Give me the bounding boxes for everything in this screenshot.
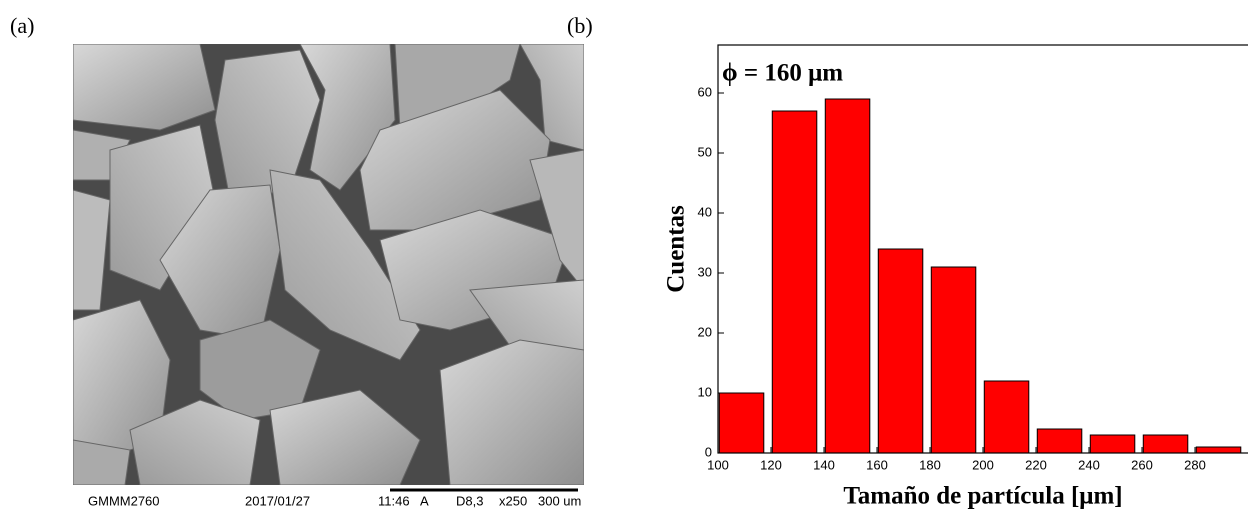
bar [1089, 434, 1136, 453]
x-tick-label: 240 [1078, 457, 1100, 472]
y-tick-label: 20 [698, 324, 712, 339]
panel-label: (a) [10, 13, 34, 38]
y-tick-label: 10 [698, 384, 712, 399]
bar [983, 380, 1030, 453]
y-tick-label: 30 [698, 264, 712, 279]
x-tick-label: 180 [919, 457, 941, 472]
caption-text: 300 um [538, 493, 581, 508]
bar [771, 110, 818, 453]
annotation: ϕ = 160 μm [722, 60, 843, 87]
y-tick-label: 50 [698, 144, 712, 159]
bar [718, 392, 765, 453]
x-tick-label: 120 [760, 457, 782, 472]
caption-text: D8,3 [456, 493, 483, 508]
x-tick-label: 100 [707, 457, 729, 472]
bar [877, 248, 924, 453]
x-tick-label: 220 [1025, 457, 1047, 472]
x-tick-label: 140 [813, 457, 835, 472]
bars [718, 98, 1242, 453]
bar [824, 98, 871, 453]
y-axis-label: Cuentas [663, 205, 690, 293]
y-tick-label: 60 [698, 84, 712, 99]
bar [1142, 434, 1189, 453]
caption-text: x250 [499, 493, 527, 508]
x-tick-label: 160 [866, 457, 888, 472]
bar [1195, 446, 1242, 453]
x-tick-label: 280 [1184, 457, 1206, 472]
x-tick-label: 260 [1131, 457, 1153, 472]
image-caption: GMMM2760 2017/01/27 11:46 A D8,3 x250 30… [88, 493, 581, 508]
bar [930, 266, 977, 453]
caption-text: 11:46 [378, 493, 410, 508]
caption-text: A [420, 493, 429, 508]
y-tick-label: 40 [698, 204, 712, 219]
bar [1036, 428, 1083, 453]
caption-text: 2017/01/27 [245, 493, 310, 508]
x-axis-label: Tamaño de partícula [μm] [843, 483, 1122, 510]
panel-label: (b) [567, 13, 593, 38]
plot-frame [717, 44, 1248, 454]
caption-text: GMMM2760 [88, 493, 160, 508]
plot-area: 0 10 20 30 40 50 60 100 120 140 160 180 200 220 240 260… [663, 44, 1248, 510]
y-tick-label: 0 [705, 444, 712, 459]
sem-image [73, 44, 584, 485]
x-tick-label: 200 [972, 457, 994, 472]
